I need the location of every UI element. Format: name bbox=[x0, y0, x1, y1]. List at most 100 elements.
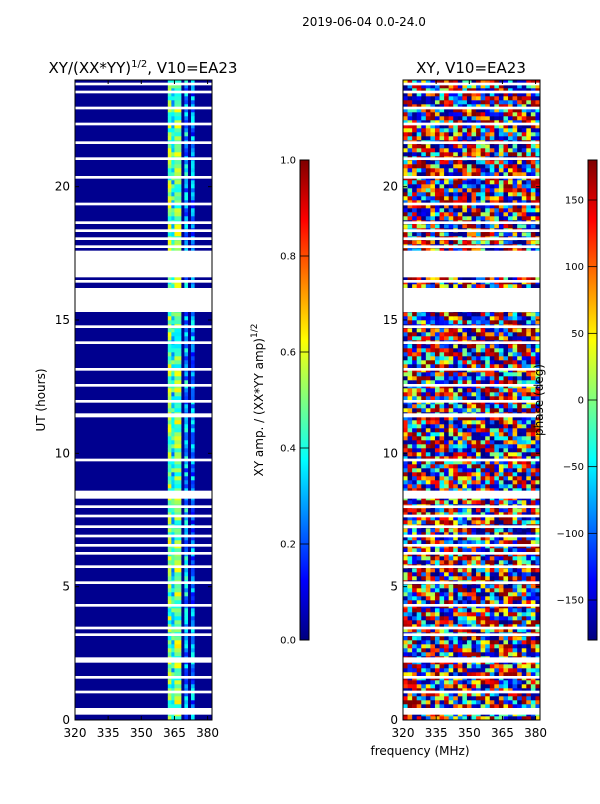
heatmap-cell bbox=[453, 476, 458, 480]
heatmap-cell bbox=[168, 100, 172, 104]
heatmap-cell bbox=[476, 616, 481, 620]
heatmap-cell bbox=[503, 380, 508, 384]
heatmap-cell bbox=[453, 480, 458, 484]
heatmap-cell bbox=[458, 344, 463, 348]
heatmap-cell bbox=[440, 680, 445, 684]
heatmap-cell bbox=[430, 440, 435, 444]
heatmap-cell bbox=[403, 640, 408, 644]
heatmap-cell bbox=[426, 364, 431, 368]
heatmap-cell bbox=[472, 352, 477, 356]
heatmap-cell bbox=[453, 664, 458, 668]
heatmap-cell bbox=[499, 568, 504, 572]
heatmap-cell bbox=[499, 364, 504, 368]
heatmap-cell bbox=[499, 468, 504, 472]
heatmap-cell bbox=[531, 336, 536, 340]
heatmap-cell bbox=[444, 620, 449, 624]
heatmap-cell bbox=[440, 312, 445, 316]
heatmap-cell bbox=[408, 528, 413, 532]
heatmap-cell bbox=[485, 600, 490, 604]
heatmap-cell bbox=[458, 184, 463, 188]
heatmap-cell bbox=[467, 184, 472, 188]
heatmap-cell bbox=[408, 352, 413, 356]
heatmap-cell bbox=[449, 360, 454, 364]
heatmap-cell bbox=[508, 572, 513, 576]
heatmap-cell bbox=[503, 208, 508, 212]
heatmap-cell bbox=[403, 360, 408, 364]
heatmap-cell bbox=[171, 320, 174, 324]
heatmap-cell bbox=[467, 596, 472, 600]
heatmap-cell bbox=[526, 380, 531, 384]
heatmap-cell bbox=[444, 224, 449, 228]
heatmap-cell bbox=[508, 648, 513, 652]
heatmap-cell bbox=[435, 500, 440, 504]
heatmap-cell bbox=[513, 328, 518, 332]
heatmap-cell bbox=[508, 464, 513, 468]
heatmap-cell bbox=[184, 128, 188, 132]
heatmap-cell bbox=[458, 408, 463, 412]
heatmap-cell bbox=[412, 572, 417, 576]
heatmap-cell bbox=[168, 672, 172, 676]
heatmap-cell bbox=[458, 484, 463, 488]
heatmap-cell bbox=[462, 596, 467, 600]
heatmap-cell bbox=[174, 696, 181, 700]
heatmap-cell bbox=[408, 540, 413, 544]
heatmap-cell bbox=[517, 640, 522, 644]
heatmap-cell bbox=[458, 196, 463, 200]
heatmap-cell bbox=[408, 344, 413, 348]
heatmap-cell bbox=[476, 612, 481, 616]
heatmap-cell bbox=[430, 704, 435, 708]
heatmap-cell bbox=[453, 432, 458, 436]
heatmap-cell bbox=[184, 136, 188, 140]
heatmap-cell bbox=[440, 232, 445, 236]
heatmap-cell bbox=[184, 328, 188, 332]
heatmap-cell bbox=[184, 164, 188, 168]
heatmap-cell bbox=[462, 360, 467, 364]
heatmap-cell bbox=[462, 184, 467, 188]
heatmap-cell bbox=[517, 364, 522, 368]
heatmap-cell bbox=[472, 348, 477, 352]
heatmap-cell bbox=[503, 240, 508, 244]
heatmap-cell bbox=[490, 696, 495, 700]
heatmap-cell bbox=[174, 180, 181, 184]
heatmap-cell bbox=[462, 388, 467, 392]
heatmap-cell bbox=[481, 484, 486, 488]
heatmap-cell bbox=[526, 360, 531, 364]
heatmap-cell bbox=[430, 388, 435, 392]
heatmap-cell bbox=[503, 328, 508, 332]
heatmap-cell bbox=[508, 336, 513, 340]
heatmap-cell bbox=[490, 672, 495, 676]
heatmap-cell bbox=[453, 372, 458, 376]
heatmap-cell bbox=[522, 440, 527, 444]
heatmap-cell bbox=[435, 648, 440, 652]
heatmap-cell bbox=[191, 332, 195, 336]
heatmap-cell bbox=[430, 356, 435, 360]
heatmap-cell bbox=[467, 344, 472, 348]
heatmap-cell bbox=[499, 348, 504, 352]
heatmap-cell bbox=[453, 316, 458, 320]
heatmap-cell bbox=[191, 100, 195, 104]
heatmap-cell bbox=[481, 500, 486, 504]
heatmap-cell bbox=[449, 284, 454, 288]
heatmap-cell bbox=[403, 224, 408, 228]
heatmap-cell bbox=[513, 356, 518, 360]
heatmap-cell bbox=[184, 652, 188, 656]
heatmap-cell bbox=[490, 396, 495, 400]
heatmap-cell bbox=[458, 316, 463, 320]
heatmap-cell bbox=[508, 448, 513, 452]
heatmap-cell bbox=[174, 100, 181, 104]
heatmap-cell bbox=[531, 480, 536, 484]
heatmap-cell bbox=[421, 192, 426, 196]
heatmap-cell bbox=[440, 420, 445, 424]
heatmap-cell bbox=[421, 336, 426, 340]
heatmap-cell bbox=[412, 664, 417, 668]
heatmap-cell bbox=[412, 232, 417, 236]
heatmap-cell bbox=[168, 336, 172, 340]
heatmap-cell bbox=[517, 560, 522, 564]
heatmap-cell bbox=[467, 704, 472, 708]
heatmap-cell bbox=[481, 436, 486, 440]
heatmap-cell bbox=[430, 548, 435, 552]
heatmap-cell bbox=[421, 432, 426, 436]
heatmap-cell bbox=[472, 188, 477, 192]
heatmap-cell bbox=[481, 528, 486, 532]
heatmap-cell bbox=[430, 476, 435, 480]
